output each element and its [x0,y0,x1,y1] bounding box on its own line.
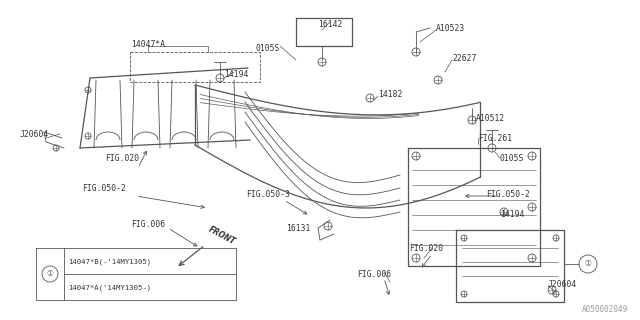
Text: 22627: 22627 [452,54,476,63]
Text: A10512: A10512 [476,114,505,123]
Text: 14047*A: 14047*A [131,40,165,49]
Text: FIG.050-2: FIG.050-2 [82,184,126,193]
Text: 16142: 16142 [318,20,342,29]
Text: FIG.006: FIG.006 [131,220,165,229]
Text: A050002049: A050002049 [582,305,628,314]
Text: 14194: 14194 [500,210,524,219]
Text: FIG.006: FIG.006 [357,270,391,279]
Text: FRONT: FRONT [207,224,237,246]
Text: 14182: 14182 [378,90,403,99]
Text: A10523: A10523 [436,24,465,33]
Text: FIG.020: FIG.020 [105,154,139,163]
Text: FIG.020: FIG.020 [409,244,443,253]
Text: ①: ① [584,260,591,268]
Text: 0105S: 0105S [500,154,524,163]
Text: 16131: 16131 [285,224,310,233]
Text: J20604: J20604 [19,130,49,139]
Text: 14194: 14194 [224,70,248,79]
Text: FIG.261: FIG.261 [478,134,512,143]
Text: J20604: J20604 [548,280,577,289]
Text: FIG.050-2: FIG.050-2 [486,190,530,199]
Text: 0105S: 0105S [256,44,280,53]
Text: FIG.050-3: FIG.050-3 [246,190,290,199]
Text: ①: ① [47,269,53,278]
Text: 14047*B(-'14MY1305): 14047*B(-'14MY1305) [68,259,151,265]
Text: 14047*A('14MY1305-): 14047*A('14MY1305-) [68,285,151,291]
